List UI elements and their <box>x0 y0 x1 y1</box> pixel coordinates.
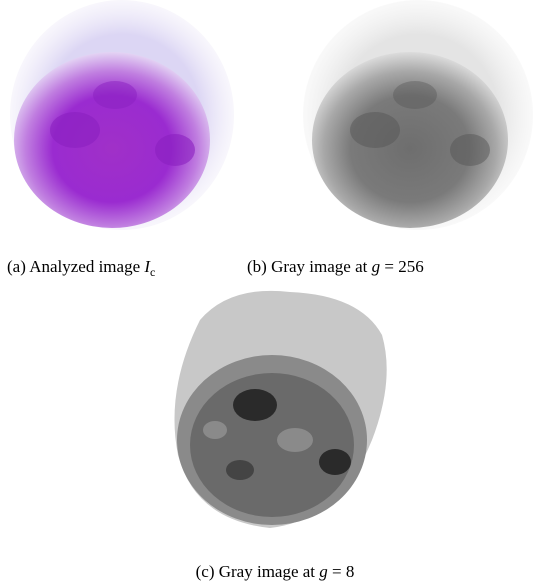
image-a <box>10 0 234 230</box>
caption-relation: = 8 <box>332 562 354 581</box>
caption-symbol: g <box>372 257 381 276</box>
image-b <box>303 0 533 230</box>
caption-subscript: c <box>150 265 155 279</box>
caption-text: Gray image at <box>271 257 368 276</box>
caption-text: Analyzed image <box>29 257 140 276</box>
dark-region <box>233 389 277 421</box>
caption-relation: = 256 <box>384 257 423 276</box>
dark-region <box>319 449 351 475</box>
light-region <box>277 428 313 452</box>
spot <box>450 134 490 166</box>
caption-text: Gray image at <box>219 562 316 581</box>
caption-label: (a) <box>7 257 26 276</box>
caption-symbol: g <box>319 562 328 581</box>
page: (a) Analyzed image Ic (b) Gray image at … <box>0 0 551 588</box>
light-region <box>203 421 227 439</box>
figure: (a) Analyzed image Ic (b) Gray image at … <box>0 0 551 588</box>
caption-label: (b) <box>247 257 267 276</box>
spot <box>50 112 100 148</box>
caption-c: (c) Gray image at g = 8 <box>196 562 355 581</box>
spot <box>393 81 437 109</box>
spot <box>93 81 137 109</box>
spot <box>350 112 400 148</box>
nucleus-inner <box>190 373 354 517</box>
image-c <box>174 291 386 528</box>
dark-region <box>226 460 254 480</box>
caption-b: (b) Gray image at g = 256 <box>247 257 424 276</box>
spot <box>155 134 195 166</box>
caption-a: (a) Analyzed image Ic <box>7 257 155 279</box>
caption-label: (c) <box>196 562 215 581</box>
